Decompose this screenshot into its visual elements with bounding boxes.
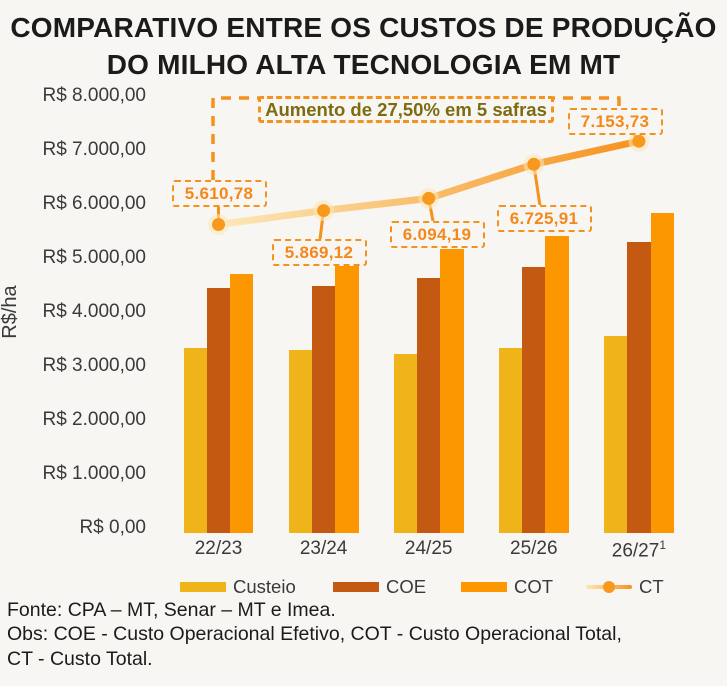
ct-point-halo: [418, 187, 440, 209]
bar-coe-25-26: [522, 267, 546, 533]
legend-swatch-custeio: [180, 582, 226, 592]
legend-swatch-cot: [461, 582, 507, 592]
ct-point-halo: [208, 214, 229, 236]
legend-ct-dot: [603, 581, 615, 593]
bar-coe-26-27: [627, 242, 651, 533]
legend-item-cot: COT: [461, 576, 554, 597]
bar-custeio-22-23: [183, 348, 207, 533]
y-tick-label: R$ 5.000,00: [42, 246, 146, 268]
y-tick-label: R$ 3.000,00: [42, 354, 146, 376]
legend-item-ct: CT: [586, 576, 664, 597]
bar-cot-23-24: [335, 263, 359, 533]
legend-swatch-coe: [333, 582, 379, 592]
y-tick-label: R$ 4.000,00: [42, 300, 146, 322]
increase-annotation-box: Aumento de 27,50% em 5 safras: [258, 96, 554, 123]
chart-title-line-2: DO MILHO ALTA TECNOLOGIA EM MT: [106, 49, 621, 80]
x-tick-label: 23/24: [299, 538, 348, 559]
x-tick-label: 22/23: [194, 538, 243, 559]
observation-text: Obs: COE - Custo Operacional Efetivo, CO…: [7, 623, 622, 670]
chart-title-line-1: COMPARATIVO ENTRE OS CUSTOS DE PRODUÇÃO: [10, 12, 717, 43]
ct-point: [527, 157, 541, 171]
bar-coe-24-25: [417, 278, 441, 533]
bar-coe-22-23: [206, 287, 231, 533]
bar-cot-26-27: [650, 212, 674, 533]
bar-coe-23-24: [311, 285, 336, 533]
ct-value-label: 6.094,19: [389, 221, 485, 248]
bar-custeio-26-27: [603, 335, 628, 533]
x-tick-label: 24/25: [404, 538, 453, 559]
ct-point: [317, 204, 331, 218]
legend-swatch-ct-line: [586, 580, 632, 594]
legend-label: COT: [514, 576, 554, 597]
legend-label: CT: [639, 576, 664, 597]
y-tick-label: R$ 2.000,00: [42, 408, 146, 430]
y-tick-label: R$ 1.000,00: [42, 462, 146, 484]
ct-label-stem: [532, 164, 542, 207]
y-tick-label: R$ 6.000,00: [42, 192, 146, 214]
ct-value-label: 5.610,78: [171, 180, 267, 207]
x-tick-label: 25/26: [510, 538, 558, 559]
x-tick-label: 26/271: [611, 538, 666, 562]
bar-custeio-23-24: [288, 350, 312, 533]
legend-item-custeio: Custeio: [180, 576, 296, 597]
ct-point: [212, 218, 225, 232]
ct-point-halo: [523, 153, 545, 175]
bar-cot-24-25: [440, 248, 464, 533]
y-tick-label: R$ 0,00: [79, 516, 146, 538]
ct-point: [422, 191, 436, 205]
bar-cot-25-26: [545, 235, 569, 533]
bar-cot-22-23: [230, 273, 254, 533]
legend-item-coe: COE: [333, 576, 427, 597]
chart-title: COMPARATIVO ENTRE OS CUSTOS DE PRODUÇÃO …: [0, 9, 727, 83]
ct-point: [632, 134, 646, 148]
ct-value-label: 6.725,91: [496, 205, 592, 232]
ct-point-halo: [313, 200, 335, 222]
source-text: Fonte: CPA – MT, Senar – MT e Imea.: [7, 599, 336, 621]
bar-custeio-24-25: [393, 354, 418, 533]
legend-label: COE: [386, 576, 427, 597]
legend-label: Custeio: [233, 576, 296, 597]
ct-value-label: 7.153,73: [567, 108, 663, 135]
y-tick-label: R$ 8.000,00: [42, 84, 146, 106]
ct-label-stem: [427, 198, 435, 222]
ct-label-stem: [318, 210, 326, 240]
y-tick-label: R$ 7.000,00: [42, 138, 146, 160]
ct-value-label: 5.869,12: [271, 239, 367, 266]
bar-custeio-25-26: [498, 348, 523, 533]
